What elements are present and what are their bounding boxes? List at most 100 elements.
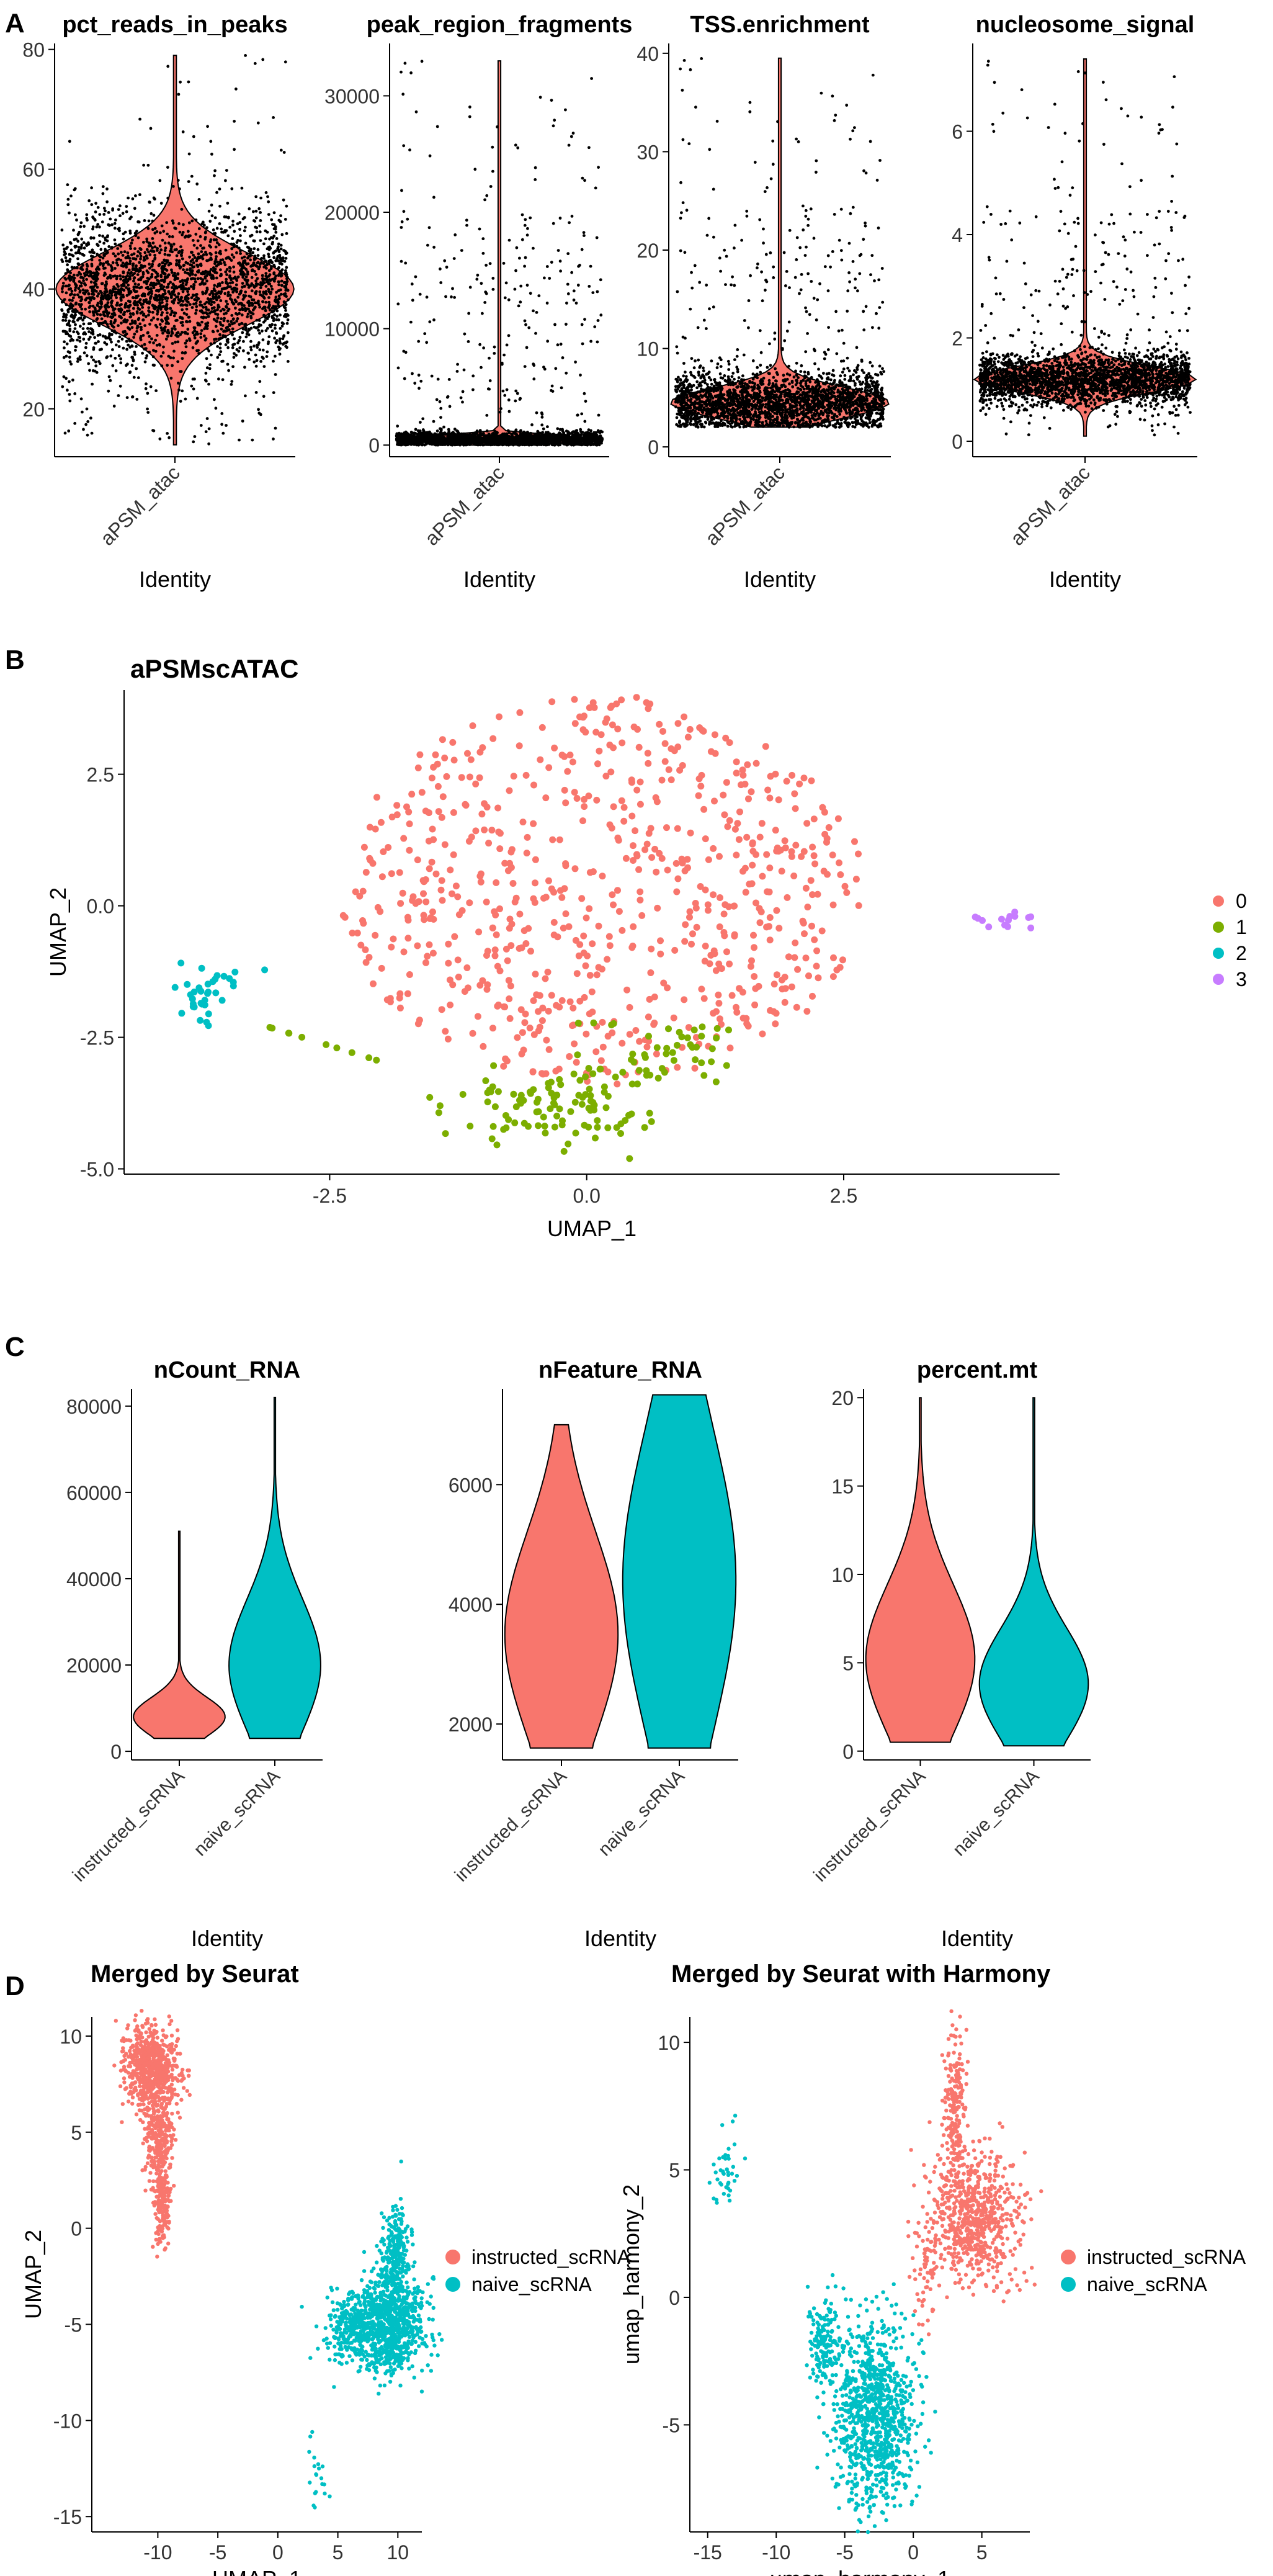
data-point — [589, 264, 592, 268]
data-point — [261, 274, 264, 277]
data-point — [68, 327, 72, 331]
data-point — [232, 302, 236, 305]
data-point — [282, 334, 285, 338]
data-point — [230, 253, 234, 257]
data-point — [232, 317, 235, 321]
data-point — [414, 110, 418, 114]
data-point — [548, 277, 552, 280]
data-point — [204, 430, 208, 434]
data-point — [112, 252, 115, 256]
data-point — [70, 338, 73, 341]
data-point — [267, 274, 270, 278]
data-point — [410, 431, 414, 434]
data-point — [269, 290, 273, 294]
data-point — [596, 319, 600, 322]
data-point — [213, 284, 217, 287]
data-point — [69, 278, 73, 282]
data-point — [238, 262, 242, 266]
data-point — [275, 332, 279, 335]
data-point — [159, 279, 163, 282]
data-point — [66, 310, 70, 313]
data-point — [436, 377, 440, 381]
data-point — [396, 302, 400, 306]
data-point — [149, 385, 153, 388]
data-point — [176, 277, 179, 280]
data-point — [568, 221, 571, 225]
data-point — [148, 253, 152, 256]
data-point — [545, 265, 549, 268]
data-point — [167, 241, 171, 245]
data-point — [115, 283, 119, 286]
data-point — [114, 320, 117, 323]
data-point — [264, 272, 268, 275]
data-point — [181, 389, 184, 393]
data-point — [104, 209, 107, 213]
data-point — [76, 357, 80, 361]
data-point — [68, 304, 71, 308]
data-point — [119, 357, 123, 361]
data-point — [66, 388, 69, 392]
data-point — [447, 428, 450, 431]
data-point — [262, 395, 266, 398]
data-point — [120, 308, 123, 312]
data-point — [452, 257, 456, 260]
data-point — [249, 346, 252, 349]
data-point — [121, 254, 125, 257]
data-point — [488, 262, 492, 266]
data-point — [74, 323, 77, 326]
data-point — [192, 135, 195, 138]
data-point — [235, 320, 238, 323]
data-point — [262, 254, 266, 258]
data-point — [187, 152, 191, 156]
data-point — [404, 351, 408, 354]
data-point — [126, 362, 129, 366]
data-point — [200, 320, 203, 324]
data-point — [243, 229, 246, 233]
data-point — [516, 392, 519, 395]
data-point — [225, 286, 228, 290]
data-point — [212, 288, 216, 292]
data-point — [213, 267, 217, 271]
data-point — [194, 233, 198, 236]
data-point — [254, 391, 258, 394]
data-point — [189, 303, 192, 306]
data-point — [556, 343, 560, 347]
data-point — [165, 285, 169, 289]
data-point — [154, 338, 158, 342]
chart-a2: 0100002000030000peak_region_fragmentsaPS… — [324, 12, 632, 592]
data-point — [580, 248, 584, 251]
data-point — [117, 252, 120, 256]
data-point — [84, 298, 87, 302]
data-point — [267, 296, 270, 299]
data-point — [96, 205, 100, 209]
data-point — [162, 272, 166, 275]
data-point — [74, 251, 78, 255]
data-point — [178, 266, 182, 270]
data-point — [101, 235, 105, 238]
data-point — [110, 305, 114, 308]
data-point — [272, 211, 276, 215]
data-point — [66, 270, 69, 274]
data-point — [212, 295, 215, 298]
data-point — [107, 389, 110, 393]
data-point — [272, 223, 276, 227]
data-point — [179, 370, 183, 373]
data-point — [85, 213, 89, 217]
data-point — [195, 397, 199, 400]
panel-label-c: C — [5, 1332, 25, 1362]
panel-label-a: A — [5, 8, 25, 38]
data-point — [210, 153, 213, 156]
data-point — [136, 300, 140, 304]
data-point — [538, 96, 542, 99]
data-point — [154, 276, 158, 279]
data-point — [277, 283, 280, 287]
data-point — [264, 285, 268, 288]
data-point — [174, 285, 178, 289]
data-point — [127, 196, 130, 200]
data-point — [435, 398, 439, 402]
data-point — [72, 228, 75, 232]
data-point — [94, 360, 97, 364]
data-point — [453, 295, 456, 299]
data-point — [418, 387, 421, 390]
data-point — [62, 375, 66, 379]
